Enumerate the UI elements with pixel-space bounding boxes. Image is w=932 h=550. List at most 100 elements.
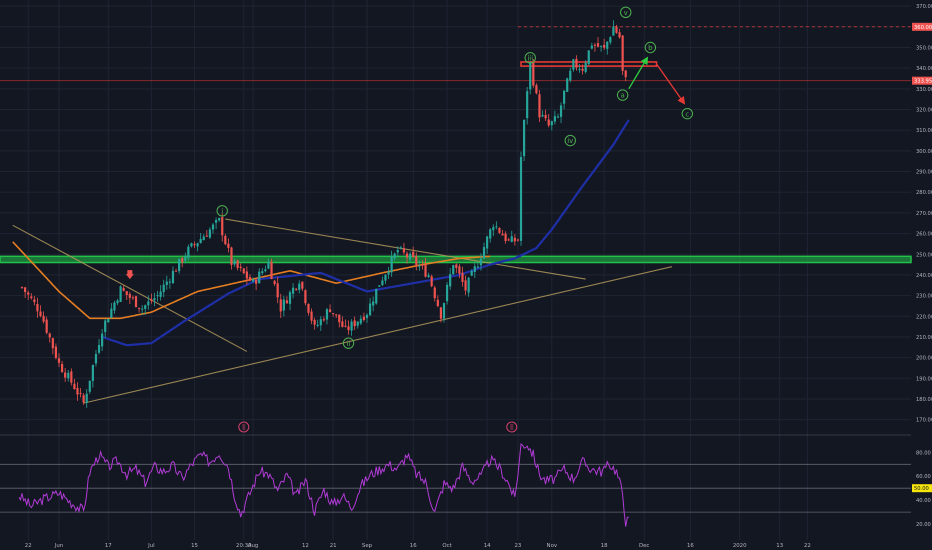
- candle-down[interactable]: [498, 227, 501, 235]
- candle-up[interactable]: [587, 50, 590, 66]
- candle-down[interactable]: [304, 289, 307, 306]
- candle-down[interactable]: [596, 37, 600, 48]
- candle-down[interactable]: [73, 378, 76, 390]
- candle-down[interactable]: [60, 360, 64, 373]
- candle-up[interactable]: [91, 364, 94, 388]
- candle-up[interactable]: [368, 297, 372, 316]
- candle-down[interactable]: [24, 286, 27, 298]
- candle-down[interactable]: [122, 285, 125, 292]
- candle-down[interactable]: [338, 314, 341, 328]
- candle-down[interactable]: [57, 353, 61, 368]
- candle-down[interactable]: [332, 313, 335, 317]
- candle-up[interactable]: [171, 266, 175, 285]
- candle-up[interactable]: [399, 245, 402, 250]
- candle-up[interactable]: [153, 292, 156, 307]
- candle-down[interactable]: [575, 55, 578, 71]
- candle-up[interactable]: [569, 67, 572, 83]
- candle-down[interactable]: [221, 213, 224, 242]
- candle-down[interactable]: [464, 275, 467, 296]
- candle-down[interactable]: [412, 246, 415, 259]
- candle-down[interactable]: [615, 24, 618, 34]
- candle-down[interactable]: [236, 259, 239, 271]
- candle-down[interactable]: [270, 258, 273, 280]
- candle-down[interactable]: [347, 320, 350, 335]
- candle-up[interactable]: [612, 20, 615, 36]
- candle-up[interactable]: [510, 230, 513, 243]
- candle-down[interactable]: [295, 287, 298, 292]
- candle-up[interactable]: [356, 321, 359, 329]
- candle-up[interactable]: [190, 242, 193, 248]
- candle-up[interactable]: [556, 113, 560, 119]
- candle-down[interactable]: [424, 257, 427, 278]
- candle-down[interactable]: [436, 295, 439, 308]
- candle-down[interactable]: [48, 332, 51, 343]
- candle-up[interactable]: [298, 280, 301, 294]
- candle-down[interactable]: [335, 314, 338, 319]
- candle-up[interactable]: [258, 268, 261, 284]
- candle-up[interactable]: [211, 223, 215, 234]
- candle-up[interactable]: [199, 233, 202, 244]
- candle-down[interactable]: [137, 307, 141, 313]
- candle-down[interactable]: [405, 251, 409, 264]
- candle-up[interactable]: [94, 350, 98, 367]
- candle-down[interactable]: [455, 263, 458, 274]
- candle-up[interactable]: [261, 267, 264, 276]
- candle-down[interactable]: [544, 109, 547, 122]
- candle-up[interactable]: [67, 369, 70, 382]
- candle-up[interactable]: [88, 380, 91, 395]
- candle-up[interactable]: [178, 258, 181, 274]
- candle-down[interactable]: [273, 280, 276, 287]
- candle-down[interactable]: [276, 276, 279, 304]
- price-candles[interactable]: [20, 20, 627, 408]
- candle-up[interactable]: [104, 318, 107, 338]
- candle-down[interactable]: [501, 229, 504, 236]
- candle-down[interactable]: [227, 238, 230, 253]
- candle-down[interactable]: [39, 305, 42, 318]
- earnings-marker[interactable]: [506, 421, 518, 433]
- candle-down[interactable]: [504, 231, 507, 244]
- candle-up[interactable]: [572, 58, 575, 72]
- candle-down[interactable]: [51, 337, 54, 355]
- candle-up[interactable]: [196, 242, 199, 252]
- candle-up[interactable]: [187, 244, 190, 261]
- candle-down[interactable]: [461, 266, 464, 287]
- candle-up[interactable]: [325, 307, 329, 325]
- candle-up[interactable]: [553, 110, 556, 125]
- candle-down[interactable]: [362, 312, 366, 322]
- candle-up[interactable]: [264, 265, 267, 273]
- candle-up[interactable]: [208, 227, 212, 240]
- candle-up[interactable]: [522, 119, 526, 162]
- candle-down[interactable]: [45, 316, 48, 335]
- candle-up[interactable]: [541, 110, 544, 118]
- candle-down[interactable]: [402, 242, 406, 255]
- candle-up[interactable]: [418, 260, 421, 271]
- candle-up[interactable]: [578, 63, 581, 73]
- candle-up[interactable]: [482, 242, 486, 260]
- candle-down[interactable]: [150, 293, 153, 304]
- candle-up[interactable]: [85, 389, 88, 408]
- candle-up[interactable]: [233, 258, 236, 267]
- candle-down[interactable]: [433, 285, 436, 302]
- candle-up[interactable]: [526, 86, 529, 125]
- candle-up[interactable]: [291, 283, 295, 299]
- candle-up[interactable]: [162, 279, 165, 298]
- candle-up[interactable]: [606, 41, 609, 55]
- candle-down[interactable]: [27, 290, 30, 300]
- candle-up[interactable]: [288, 290, 292, 311]
- candle-up[interactable]: [110, 303, 113, 319]
- candle-up[interactable]: [449, 268, 452, 290]
- candle-down[interactable]: [224, 233, 227, 246]
- candle-up[interactable]: [563, 90, 566, 110]
- candle-up[interactable]: [359, 315, 362, 325]
- candle-up[interactable]: [282, 295, 285, 317]
- candle-down[interactable]: [458, 263, 461, 279]
- candle-down[interactable]: [430, 274, 433, 288]
- candle-up[interactable]: [184, 252, 187, 264]
- candle-down[interactable]: [242, 267, 245, 275]
- candle-down[interactable]: [547, 113, 550, 128]
- candle-down[interactable]: [535, 83, 538, 95]
- candle-up[interactable]: [476, 261, 479, 269]
- candle-up[interactable]: [378, 285, 381, 287]
- candle-down[interactable]: [82, 393, 85, 405]
- candle-down[interactable]: [353, 316, 356, 331]
